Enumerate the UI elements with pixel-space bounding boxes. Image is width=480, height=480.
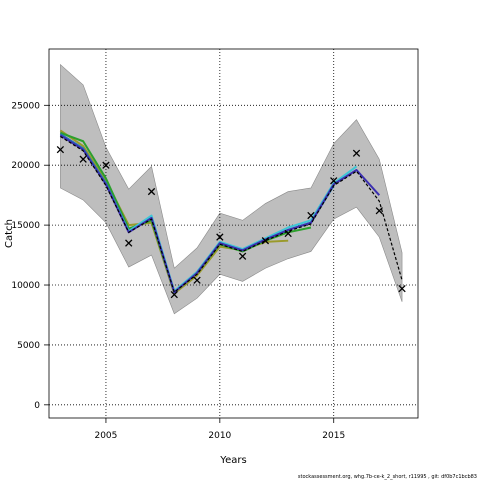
x-tick-label: 2010 [208,431,231,441]
y-tick-label: 0 [34,401,40,411]
observed-point-stroke [375,207,383,215]
plot-frame [48,48,419,419]
observed-point [193,276,201,284]
observed-point [375,207,383,215]
source-footnote: stockassessment.org, whg.7b-ce-k_2_short… [298,474,477,480]
x-tick-label: 2005 [94,431,117,441]
observed-point-stroke [307,211,315,220]
observed-point-stroke [261,237,270,245]
series-line [60,135,403,293]
observed-point [170,290,178,299]
observed-point [284,229,292,238]
observed-point-stroke [125,239,133,247]
y-tick-label: 10000 [11,281,40,291]
confidence-band-layer [60,63,403,315]
observed-point [79,155,87,163]
y-tick-label: 20000 [11,161,40,171]
observed-point [398,284,406,293]
observed-point-stroke [238,252,247,260]
observed-point-stroke [193,276,201,284]
observed-point-stroke [352,149,361,157]
observed-point-stroke [398,284,406,293]
observed-point [216,233,224,241]
observed-point [102,161,110,169]
tick-layer: 2005 2010 2015 0 5000 10000 15000 20000 25000 [11,101,345,441]
observed-point [56,145,65,154]
observed-point [147,187,156,196]
y-tick-label: 25000 [11,101,40,111]
x-tick-label: 2015 [322,431,345,441]
observed-point [307,211,315,220]
observed-point [238,252,247,260]
observed-point-stroke [330,177,338,185]
observed-point-stroke [216,233,224,241]
observed-point-stroke [79,155,87,163]
observed-point [261,237,270,245]
y-tick-label: 5000 [17,341,40,351]
series-layer [59,129,403,295]
confidence-band [60,63,403,315]
observed-point-stroke [284,229,292,238]
observed-point-stroke [56,145,65,154]
observed-point [352,149,361,157]
observed-point-stroke [147,187,156,196]
observed-point [330,177,338,185]
y-tick-label: 15000 [11,221,40,231]
x-axis-title: Years [219,455,246,466]
y-axis-title: Catch [4,219,15,248]
observed-point-stroke [102,161,110,169]
observed-marker-layer [56,145,406,299]
observed-point [125,239,133,247]
observed-point-stroke [170,290,178,299]
